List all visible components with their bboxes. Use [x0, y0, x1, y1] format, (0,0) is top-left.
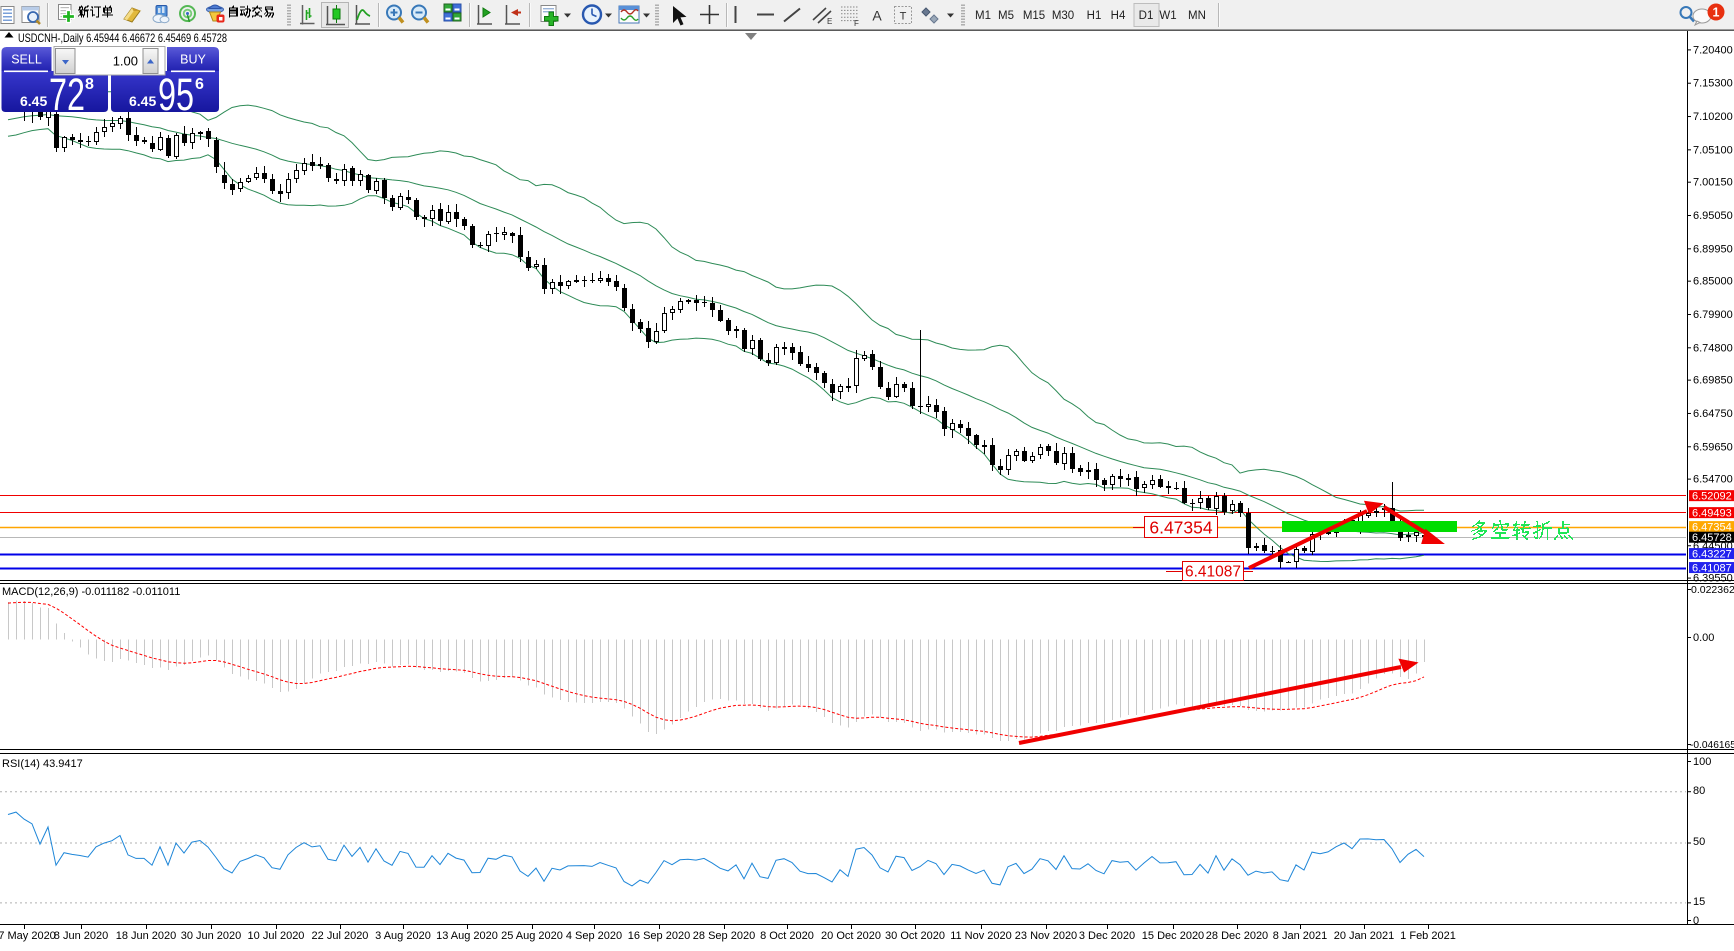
svg-text:F: F: [854, 19, 859, 28]
svg-text:0: 0: [1693, 915, 1699, 927]
svg-text:6: 6: [195, 76, 204, 93]
svg-text:30 Jun 2020: 30 Jun 2020: [181, 930, 242, 942]
svg-text:6.47354: 6.47354: [1692, 522, 1732, 534]
svg-text:30 Oct 2020: 30 Oct 2020: [885, 930, 945, 942]
svg-text:6.45: 6.45: [20, 93, 47, 109]
svg-text:E: E: [827, 17, 832, 26]
svg-text:6.52092: 6.52092: [1692, 491, 1732, 503]
svg-text:22 Jul 2020: 22 Jul 2020: [312, 930, 369, 942]
svg-text:M30: M30: [1052, 10, 1074, 22]
svg-text:A: A: [872, 8, 882, 24]
svg-text:6.74800: 6.74800: [1693, 342, 1733, 354]
svg-text:8 Jun 2020: 8 Jun 2020: [54, 930, 108, 942]
svg-text:1.00: 1.00: [113, 54, 138, 69]
svg-text:27 May 2020: 27 May 2020: [0, 930, 56, 942]
svg-text:11 Nov 2020: 11 Nov 2020: [950, 930, 1012, 942]
svg-text:M5: M5: [998, 10, 1014, 22]
svg-text:6.54700: 6.54700: [1693, 474, 1733, 486]
svg-text:20 Jan 2021: 20 Jan 2021: [1334, 930, 1395, 942]
svg-text:MN: MN: [1188, 10, 1206, 22]
svg-text:8 Oct 2020: 8 Oct 2020: [760, 930, 814, 942]
svg-text:23 Nov 2020: 23 Nov 2020: [1015, 930, 1077, 942]
svg-text:25 Aug 2020: 25 Aug 2020: [501, 930, 563, 942]
svg-text:7.20400: 7.20400: [1693, 44, 1733, 56]
svg-text:15 Dec 2020: 15 Dec 2020: [1142, 930, 1204, 942]
svg-text:RSI(14) 43.9417: RSI(14) 43.9417: [2, 758, 83, 770]
svg-text:10 Jul 2020: 10 Jul 2020: [248, 930, 305, 942]
svg-text:6.69850: 6.69850: [1693, 375, 1733, 387]
svg-text:6.47354: 6.47354: [1149, 518, 1213, 538]
svg-text:100: 100: [1693, 756, 1711, 768]
svg-text:7.10200: 7.10200: [1693, 111, 1733, 123]
svg-text:BUY: BUY: [180, 53, 206, 67]
svg-text:USDCNH-,Daily 6.45944 6.46672: USDCNH-,Daily 6.45944 6.46672 6.45469 6.…: [18, 31, 227, 45]
svg-text:-0.046165: -0.046165: [1690, 740, 1734, 751]
svg-text:6.43227: 6.43227: [1692, 549, 1732, 561]
svg-text:W1: W1: [1159, 10, 1176, 22]
svg-text:18 Jun 2020: 18 Jun 2020: [116, 930, 177, 942]
svg-text:6.49493: 6.49493: [1692, 508, 1732, 520]
svg-text:8 Jan 2021: 8 Jan 2021: [1273, 930, 1327, 942]
svg-text:6.39550: 6.39550: [1693, 573, 1733, 585]
svg-text:7.15300: 7.15300: [1693, 78, 1733, 90]
svg-text:D1: D1: [1139, 10, 1154, 22]
svg-text:16 Sep 2020: 16 Sep 2020: [628, 930, 690, 942]
svg-text:7.05100: 7.05100: [1693, 144, 1733, 156]
svg-text:80: 80: [1693, 785, 1705, 797]
svg-text:3 Aug 2020: 3 Aug 2020: [375, 930, 431, 942]
svg-text:6.45: 6.45: [129, 93, 156, 109]
svg-text:28 Dec 2020: 28 Dec 2020: [1206, 930, 1268, 942]
svg-text:6.95050: 6.95050: [1693, 210, 1733, 222]
svg-text:15: 15: [1693, 896, 1705, 908]
svg-text:M1: M1: [975, 10, 991, 22]
svg-text:0.022362: 0.022362: [1691, 584, 1734, 596]
svg-text:0.00: 0.00: [1693, 632, 1714, 644]
svg-text:7.00150: 7.00150: [1693, 177, 1733, 189]
svg-text:H1: H1: [1087, 10, 1102, 22]
svg-text:6.41087: 6.41087: [1185, 564, 1241, 581]
svg-text:95: 95: [158, 69, 194, 120]
svg-text:13 Aug 2020: 13 Aug 2020: [436, 930, 498, 942]
svg-text:28 Sep 2020: 28 Sep 2020: [693, 930, 755, 942]
svg-text:M15: M15: [1023, 10, 1045, 22]
svg-text:MACD(12,26,9) -0.011182 -0.011: MACD(12,26,9) -0.011182 -0.011011: [2, 586, 180, 598]
svg-text:6.41087: 6.41087: [1692, 563, 1732, 575]
svg-text:6.45728: 6.45728: [1692, 532, 1732, 544]
svg-text:6.64750: 6.64750: [1693, 408, 1733, 420]
svg-text:6.59650: 6.59650: [1693, 441, 1733, 453]
svg-text:T: T: [900, 11, 907, 23]
svg-text:6.89950: 6.89950: [1693, 243, 1733, 255]
svg-text:6.85000: 6.85000: [1693, 276, 1733, 288]
svg-text:4 Sep 2020: 4 Sep 2020: [566, 930, 622, 942]
svg-text:1: 1: [1713, 6, 1720, 20]
svg-text:1 Feb 2021: 1 Feb 2021: [1400, 930, 1456, 942]
svg-text:6.79900: 6.79900: [1693, 309, 1733, 321]
svg-text:72: 72: [49, 69, 85, 120]
svg-text:20 Oct 2020: 20 Oct 2020: [821, 930, 881, 942]
svg-text:SELL: SELL: [11, 53, 42, 67]
svg-text:3 Dec 2020: 3 Dec 2020: [1079, 930, 1135, 942]
svg-text:H4: H4: [1111, 10, 1126, 22]
svg-text:8: 8: [85, 76, 94, 93]
svg-text:50: 50: [1693, 836, 1705, 848]
